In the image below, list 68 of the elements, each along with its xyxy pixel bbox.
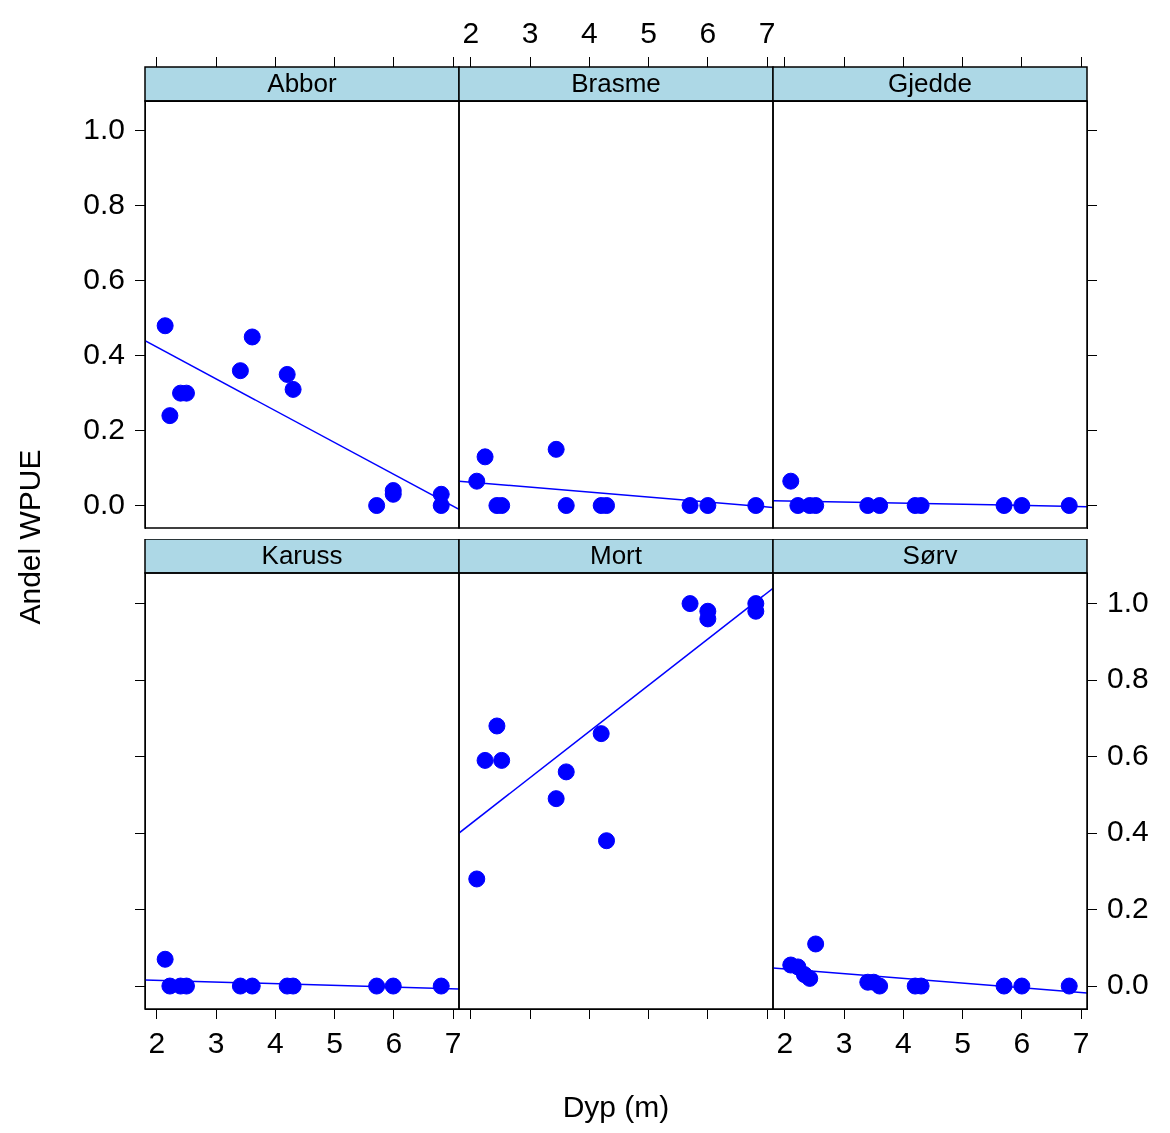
y-tick-label: 0.8 (83, 187, 125, 221)
point (547, 440, 565, 458)
point (807, 935, 825, 953)
chart-title: Gjedde (888, 68, 972, 99)
chart-title: Sørv (902, 540, 958, 571)
point (557, 763, 575, 781)
point (278, 365, 296, 383)
point (161, 407, 179, 425)
point (468, 870, 486, 888)
y-tick-label: 0.8 (1107, 661, 1149, 695)
y-tick-label: 0.6 (83, 262, 125, 296)
x-tick-label: 5 (954, 1026, 971, 1060)
point (801, 969, 819, 987)
x-tick-label: 5 (640, 16, 657, 50)
point (284, 380, 302, 398)
x-tick-label: 5 (326, 1026, 343, 1060)
x-tick-label: 4 (895, 1026, 912, 1060)
point (476, 751, 494, 769)
point (476, 448, 494, 466)
point (1060, 977, 1078, 995)
x-tick-label: 4 (267, 1026, 284, 1060)
point (468, 472, 486, 490)
x-tick-label: 7 (444, 1026, 462, 1060)
x-tick-label: 2 (148, 1026, 166, 1060)
y-tick-label: 0.6 (1107, 737, 1149, 771)
point (592, 725, 610, 743)
point (156, 317, 174, 335)
point (1013, 977, 1031, 995)
x-tick-label: 7 (758, 16, 776, 50)
x-tick-label: 4 (581, 16, 598, 50)
point (243, 328, 261, 346)
y-tick-label: 1.0 (83, 112, 125, 146)
point (488, 717, 506, 735)
point (995, 977, 1013, 995)
x-tick-label: 7 (1072, 1026, 1090, 1060)
point (557, 497, 575, 515)
point (231, 362, 249, 380)
chart-title: Karuss (261, 540, 343, 571)
point (598, 832, 616, 850)
y-tick-label: 1.0 (1107, 584, 1149, 618)
x-tick-label: 2 (462, 16, 480, 50)
y-tick-label: 0.4 (1107, 814, 1149, 848)
point (432, 497, 450, 515)
x-tick-label: 6 (699, 16, 717, 50)
y-tick-label: 0.2 (1107, 890, 1149, 924)
point (493, 751, 511, 769)
y-tick-label: 0.4 (83, 336, 125, 370)
y-tick-label: 0.0 (1107, 967, 1149, 1001)
x-tick-label: 3 (207, 1026, 225, 1060)
x-tick-label: 6 (1013, 1026, 1031, 1060)
x-tick-label: 6 (385, 1026, 403, 1060)
y-tick-label: 0.0 (83, 486, 125, 520)
point (681, 497, 699, 515)
x-tick-label: 3 (521, 16, 539, 50)
x-tick-label: 3 (835, 1026, 853, 1060)
chart-title: Mort (590, 540, 643, 571)
y-axis-title: Andel WPUE (13, 449, 47, 625)
point (547, 790, 565, 808)
y-tick-label: 0.2 (83, 411, 125, 445)
chart-title: Brasme (571, 68, 661, 99)
point (681, 595, 699, 613)
x-tick-label: 2 (776, 1026, 794, 1060)
point (747, 497, 765, 515)
point (699, 497, 717, 515)
point (368, 497, 386, 515)
x-axis-title: Dyp (m) (561, 1090, 671, 1124)
point (871, 977, 889, 995)
chart-title: Abbor (267, 68, 338, 99)
